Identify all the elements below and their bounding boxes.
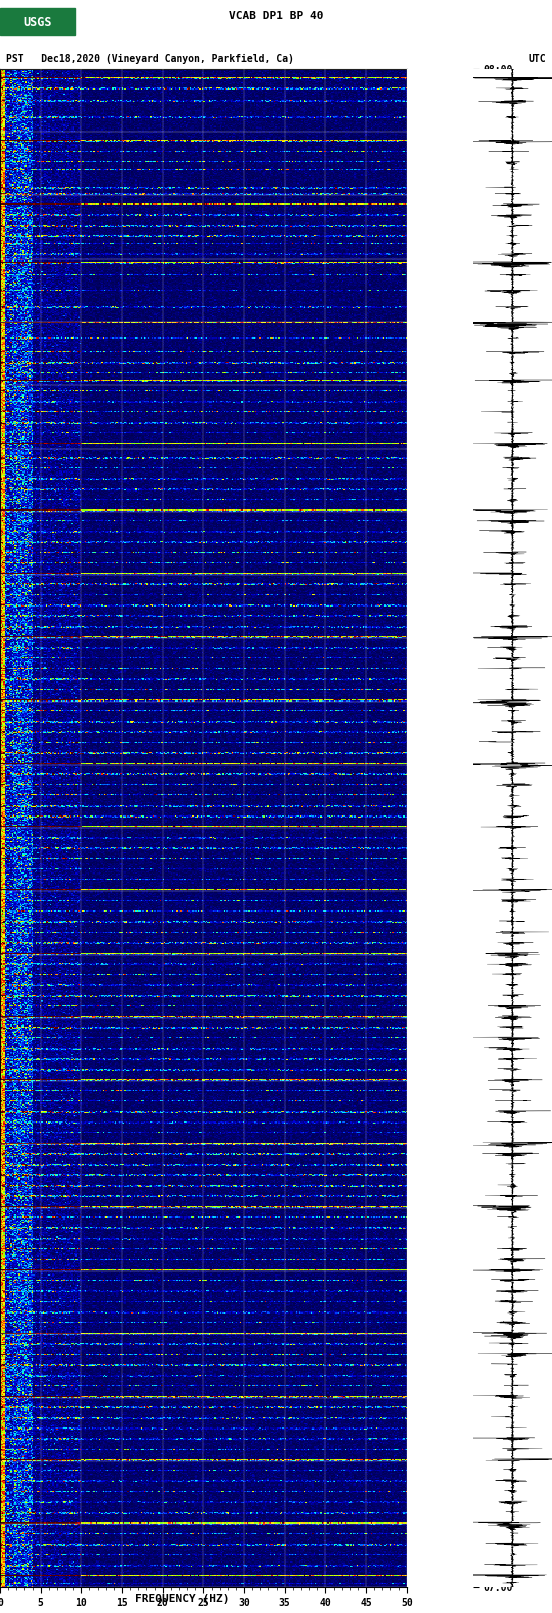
Text: USGS: USGS [23,16,52,29]
Text: FREQUENCY (HZ): FREQUENCY (HZ) [135,1594,230,1603]
Text: UTC: UTC [529,55,546,65]
Bar [0,8,75,35]
Text: PST   Dec18,2020 (Vineyard Canyon, Parkfield, Ca): PST Dec18,2020 (Vineyard Canyon, Parkfie… [6,53,294,65]
Text: VCAB DP1 BP 40: VCAB DP1 BP 40 [229,11,323,21]
